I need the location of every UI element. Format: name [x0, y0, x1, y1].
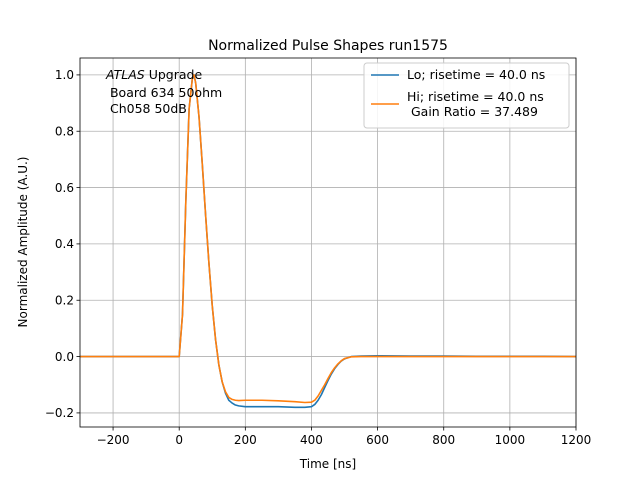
legend-label-line: Lo; risetime = 40.0 ns: [407, 67, 545, 82]
y-tick-label: 0.0: [55, 350, 74, 364]
legend: Lo; risetime = 40.0 ns Hi; risetime = 40…: [363, 62, 570, 129]
annotation-atlas: ATLAS: [105, 67, 145, 82]
y-axis-ticks: −0.2 0.0 0.2 0.4 0.6 0.8 1.0: [45, 68, 80, 420]
y-tick-label: 0.2: [55, 294, 74, 308]
x-tick-label: 0: [175, 433, 183, 447]
x-tick-label: −200: [97, 433, 130, 447]
legend-label-lo: Lo; risetime = 40.0 ns: [407, 67, 545, 82]
x-axis-ticks: −200 0 200 400 600 800 1000 1200: [97, 427, 592, 447]
y-tick-label: 0.8: [55, 125, 74, 139]
legend-box: [363, 62, 570, 129]
y-tick-label: 1.0: [55, 68, 74, 82]
y-tick-label: −0.2: [45, 406, 74, 420]
legend-label-line: Gain Ratio = 37.489: [407, 104, 538, 119]
x-tick-label: 1200: [561, 433, 592, 447]
x-tick-label: 600: [366, 433, 389, 447]
x-tick-label: 1000: [495, 433, 526, 447]
chart-title: Normalized Pulse Shapes run1575: [208, 38, 448, 54]
x-tick-label: 800: [432, 433, 455, 447]
plot-series: [80, 74, 577, 409]
series-hi-line: [80, 74, 576, 404]
annotation-board: Board 634 50ohm: [106, 85, 222, 100]
axes-frame: [79, 57, 577, 428]
y-axis-label: Normalized Amplitude (A.U.): [16, 157, 30, 328]
y-tick-label: 0.4: [55, 237, 74, 251]
legend-label-line: Hi; risetime = 40.0 ns: [407, 89, 544, 104]
x-axis-label: Time [ns]: [299, 457, 356, 471]
atlas-annotation: ATLAS Upgrade Board 634 50ohm Ch058 50dB: [105, 67, 222, 116]
y-tick-label: 0.6: [55, 181, 74, 195]
x-tick-label: 400: [300, 433, 323, 447]
annotation-channel: Ch058 50dB: [106, 101, 187, 116]
annotation-line-1: ATLAS Upgrade: [105, 67, 202, 82]
x-tick-label: 200: [234, 433, 257, 447]
legend-label-hi: Hi; risetime = 40.0 ns Gain Ratio = 37.4…: [407, 89, 544, 119]
annotation-upgrade: Upgrade: [145, 67, 203, 82]
